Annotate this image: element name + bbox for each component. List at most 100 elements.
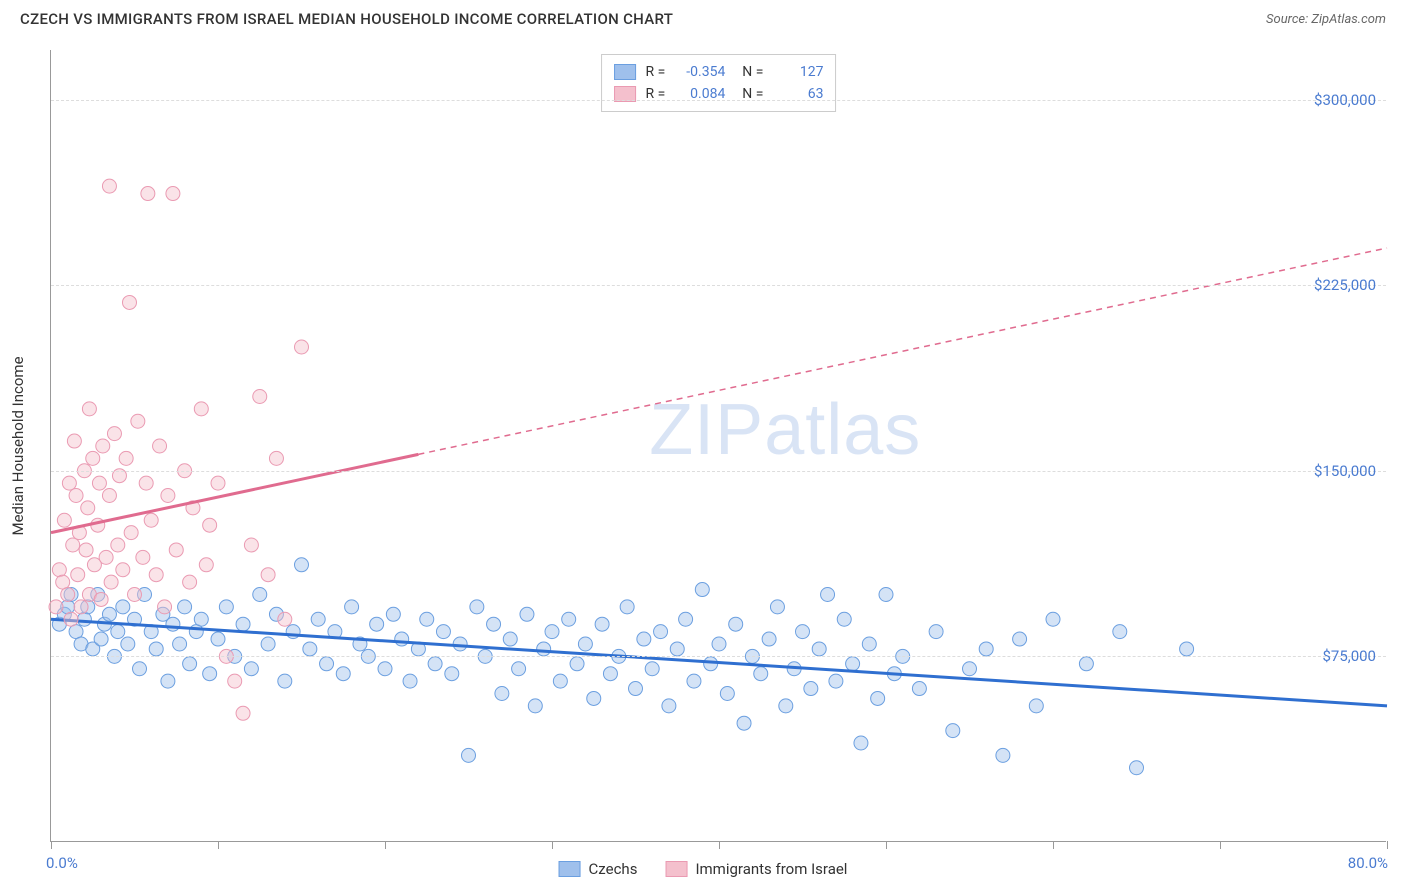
n-label: N = [735, 61, 763, 83]
data-point [537, 642, 551, 656]
data-point [228, 674, 242, 688]
data-point [169, 543, 183, 557]
data-point [79, 543, 93, 557]
data-point [1113, 625, 1127, 639]
data-point [295, 340, 309, 354]
series-legend: CzechsImmigrants from Israel [559, 860, 848, 878]
gridline [51, 100, 1386, 101]
data-point [61, 588, 75, 602]
x-tick [719, 841, 720, 849]
data-point [420, 612, 434, 626]
data-point [1029, 699, 1043, 713]
data-point [670, 642, 684, 656]
data-point [124, 526, 138, 540]
data-point [261, 637, 275, 651]
data-point [796, 625, 810, 639]
data-point [131, 414, 145, 428]
data-point [82, 402, 96, 416]
data-point [94, 632, 108, 646]
data-point [74, 600, 88, 614]
data-point [102, 179, 116, 193]
data-point [645, 662, 659, 676]
r-label: R = [646, 83, 666, 105]
data-point [116, 600, 130, 614]
data-point [104, 575, 118, 589]
data-point [595, 617, 609, 631]
data-point [695, 583, 709, 597]
data-point [62, 476, 76, 490]
x-axis-min-label: 0.0% [46, 854, 78, 872]
x-tick [385, 841, 386, 849]
n-value: 63 [773, 83, 823, 105]
legend-label: Immigrants from Israel [695, 860, 847, 878]
data-point [553, 674, 567, 688]
data-point [211, 632, 225, 646]
gridline [51, 285, 1386, 286]
data-point [754, 667, 768, 681]
data-point [470, 600, 484, 614]
data-point [370, 617, 384, 631]
data-point [587, 691, 601, 705]
data-point [194, 402, 208, 416]
r-value: 0.084 [675, 83, 725, 105]
data-point [395, 632, 409, 646]
data-point [578, 637, 592, 651]
data-point [871, 691, 885, 705]
data-point [495, 687, 509, 701]
data-point [94, 592, 108, 606]
data-point [166, 617, 180, 631]
x-tick [552, 841, 553, 849]
plot-area: ZIPatlas R =-0.354 N =127R =0.084 N =63 … [50, 50, 1386, 842]
data-point [503, 632, 517, 646]
regression-line-extrapolated [418, 248, 1387, 454]
data-point [219, 600, 233, 614]
data-point [64, 612, 78, 626]
data-point [378, 662, 392, 676]
data-point [629, 682, 643, 696]
data-point [77, 612, 91, 626]
data-point [166, 187, 180, 201]
data-point [111, 625, 125, 639]
data-point [762, 632, 776, 646]
data-point [770, 600, 784, 614]
data-point [183, 657, 197, 671]
data-point [720, 687, 734, 701]
data-point [69, 489, 83, 503]
data-point [528, 699, 542, 713]
data-point [1180, 642, 1194, 656]
legend-item: Immigrants from Israel [665, 860, 847, 878]
data-point [116, 563, 130, 577]
data-point [236, 706, 250, 720]
data-point [428, 657, 442, 671]
data-point [194, 612, 208, 626]
data-point [520, 607, 534, 621]
data-point [963, 662, 977, 676]
x-tick [51, 841, 52, 849]
data-point [603, 667, 617, 681]
r-value: -0.354 [675, 61, 725, 83]
data-point [929, 625, 943, 639]
x-axis-max-label: 80.0% [1348, 854, 1388, 872]
data-point [203, 518, 217, 532]
data-point [1046, 612, 1060, 626]
x-tick [886, 841, 887, 849]
data-point [49, 600, 63, 614]
y-axis-title: Median Household Income [9, 356, 27, 535]
data-point [139, 476, 153, 490]
data-point [133, 662, 147, 676]
data-point [996, 748, 1010, 762]
data-point [979, 642, 993, 656]
r-label: R = [646, 61, 666, 83]
data-point [107, 427, 121, 441]
data-point [121, 637, 135, 651]
data-point [846, 657, 860, 671]
data-point [512, 662, 526, 676]
data-point [620, 600, 634, 614]
data-point [487, 617, 501, 631]
data-point [178, 600, 192, 614]
data-point [153, 439, 167, 453]
data-point [211, 476, 225, 490]
data-point [386, 607, 400, 621]
correlation-legend-row: R =0.084 N =63 [614, 83, 824, 105]
data-point [729, 617, 743, 631]
